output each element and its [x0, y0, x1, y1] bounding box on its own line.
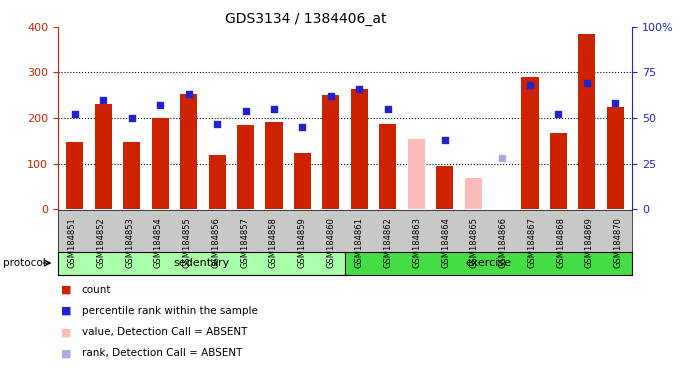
Text: GSM184856: GSM184856	[211, 217, 220, 268]
Bar	[464, 178, 481, 209]
Bar	[152, 118, 169, 209]
Text: GSM184870: GSM184870	[613, 217, 622, 268]
Text: GSM184867: GSM184867	[528, 217, 537, 268]
Point	[240, 108, 251, 114]
Bar	[123, 142, 140, 209]
Text: sedentary: sedentary	[173, 258, 230, 268]
Bar	[550, 133, 567, 209]
Point	[524, 82, 535, 88]
Point	[326, 93, 337, 99]
Text: ■: ■	[61, 327, 71, 337]
Point	[155, 102, 166, 108]
Bar	[237, 125, 254, 209]
Point	[297, 124, 308, 130]
Point	[553, 111, 564, 118]
Bar	[351, 89, 368, 209]
Text: GSM184857: GSM184857	[240, 217, 249, 268]
Point	[581, 80, 592, 86]
Text: GSM184865: GSM184865	[470, 217, 479, 268]
Text: GSM184864: GSM184864	[441, 217, 450, 268]
Text: GSM184869: GSM184869	[585, 217, 594, 268]
Point	[354, 86, 364, 92]
Point	[610, 101, 621, 107]
Point	[439, 137, 450, 143]
Bar	[379, 124, 396, 209]
Bar	[607, 107, 624, 209]
Point	[382, 106, 393, 112]
Text: GDS3134 / 1384406_at: GDS3134 / 1384406_at	[225, 12, 387, 25]
Text: GSM184858: GSM184858	[269, 217, 277, 268]
Text: protocol: protocol	[3, 258, 46, 268]
Point	[126, 115, 137, 121]
Bar	[579, 34, 596, 209]
Text: ■: ■	[61, 306, 71, 316]
Bar	[436, 166, 453, 209]
Bar	[180, 94, 197, 209]
Bar	[209, 155, 226, 209]
Point	[98, 97, 109, 103]
Text: GSM184862: GSM184862	[384, 217, 392, 268]
Text: GSM184863: GSM184863	[413, 217, 422, 268]
Point	[211, 121, 222, 127]
Text: exercise: exercise	[466, 258, 512, 268]
Bar	[265, 122, 282, 209]
Bar	[522, 77, 539, 209]
Text: GSM184852: GSM184852	[97, 217, 105, 268]
Point	[69, 111, 80, 118]
Text: value, Detection Call = ABSENT: value, Detection Call = ABSENT	[82, 327, 247, 337]
Text: ■: ■	[61, 285, 71, 295]
Text: GSM184866: GSM184866	[498, 217, 507, 268]
Text: GSM184853: GSM184853	[125, 217, 134, 268]
Text: GSM184851: GSM184851	[68, 217, 77, 268]
Text: GSM184860: GSM184860	[326, 217, 335, 268]
Point	[496, 155, 507, 161]
Bar	[294, 153, 311, 209]
Text: GSM184855: GSM184855	[183, 217, 192, 268]
Text: GSM184859: GSM184859	[298, 217, 307, 268]
Text: count: count	[82, 285, 111, 295]
Text: GSM184868: GSM184868	[556, 217, 565, 268]
Text: GSM184861: GSM184861	[355, 217, 364, 268]
Point	[183, 91, 194, 98]
Bar	[95, 104, 112, 209]
Text: percentile rank within the sample: percentile rank within the sample	[82, 306, 258, 316]
Text: rank, Detection Call = ABSENT: rank, Detection Call = ABSENT	[82, 348, 242, 358]
Bar	[67, 142, 84, 209]
Point	[269, 106, 279, 112]
Text: ■: ■	[61, 348, 71, 358]
Bar	[408, 139, 425, 209]
Text: GSM184854: GSM184854	[154, 217, 163, 268]
Bar	[322, 95, 339, 209]
